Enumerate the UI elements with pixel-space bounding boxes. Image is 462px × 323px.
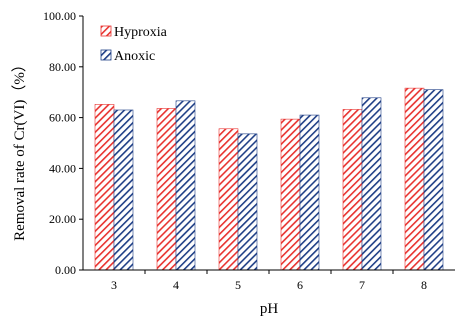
legend-label-hyproxia: Hyproxia (114, 25, 168, 40)
bar-hyproxia-ph-4 (156, 108, 177, 271)
bar-hyproxia-ph-6 (280, 118, 301, 271)
legend-swatch-hyproxia (100, 25, 112, 37)
bars (94, 87, 444, 271)
legend-label-anoxic: Anoxic (114, 49, 155, 64)
y-tick-label: 80.00 (49, 60, 76, 74)
bar-hyproxia-ph-3 (94, 104, 115, 271)
bar-anoxic-ph-3 (113, 109, 134, 271)
y-tick-label: 0.00 (55, 263, 76, 277)
y-tick-label: 40.00 (49, 161, 76, 175)
x-tick-label: 8 (421, 278, 427, 292)
x-axis-label: pH (260, 301, 279, 317)
x-tick-label: 5 (235, 278, 241, 292)
bar-hyproxia-ph-5 (218, 128, 239, 271)
bar-hyproxia-ph-8 (404, 87, 425, 271)
bar-anoxic-ph-7 (361, 97, 382, 271)
y-axis-label: Removal rate of Cr(VI)（%） (11, 57, 28, 241)
bar-anoxic-ph-8 (423, 89, 444, 271)
x-tick-label: 4 (173, 278, 179, 292)
x-axis-ticks: 3 4 5 6 7 8 (111, 270, 427, 292)
x-tick-label: 3 (111, 278, 117, 292)
x-tick-label: 7 (359, 278, 365, 292)
bar-anoxic-ph-5 (237, 133, 258, 271)
y-tick-label: 60.00 (49, 111, 76, 125)
legend-item-anoxic: Anoxic (100, 49, 155, 64)
x-tick-label: 6 (297, 278, 303, 292)
y-tick-label: 20.00 (49, 212, 76, 226)
bar-hyproxia-ph-7 (342, 109, 363, 271)
y-axis-ticks: 0.00 20.00 40.00 60.00 80.00 100.00 (43, 9, 83, 277)
y-tick-label: 100.00 (43, 9, 76, 23)
bar-anoxic-ph-6 (299, 114, 320, 271)
bar-anoxic-ph-4 (175, 100, 196, 271)
legend: Hyproxia Anoxic (100, 25, 168, 64)
legend-swatch-anoxic (100, 49, 112, 61)
legend-item-hyproxia: Hyproxia (100, 25, 168, 40)
